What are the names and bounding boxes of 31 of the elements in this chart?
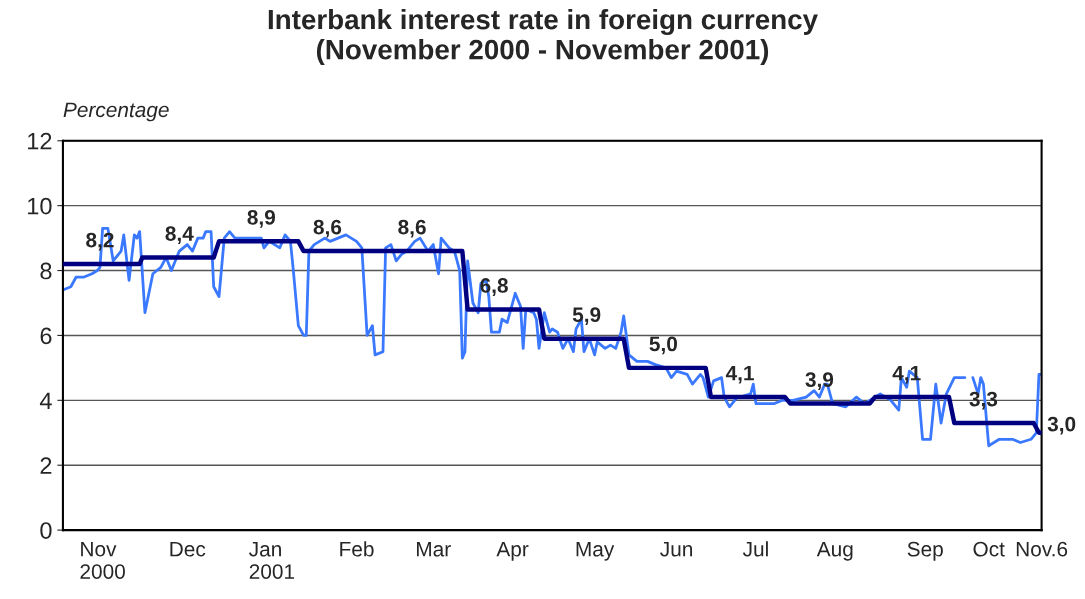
x-tick-label: Dec (170, 541, 206, 557)
x-tick-label: Feb (340, 541, 374, 557)
y-tick-label: 2 (40, 457, 52, 474)
annotation: 3,0 (1047, 416, 1076, 435)
annotation: 5,0 (649, 336, 677, 355)
annotation: 3,9 (805, 372, 834, 390)
annotation: 4,1 (725, 365, 754, 384)
x-tick-label: Apr (496, 541, 529, 561)
annotation: 5,9 (572, 307, 601, 326)
annotation: 8,6 (313, 219, 342, 238)
y-tick-label: 10 (28, 197, 52, 215)
y-tick-label: 6 (40, 327, 52, 345)
annotation: 8,4 (165, 226, 194, 244)
x-tick-label: Oct (973, 541, 1005, 557)
y-tick-label: 0 (40, 522, 52, 539)
y-tick-label: 8 (40, 262, 52, 280)
y-tick-label: 12 (28, 132, 52, 150)
x-tick-label: Jun (660, 541, 693, 557)
x-tick-label: Jul (742, 541, 768, 557)
x-tick-label: May (576, 541, 615, 561)
x-tick-label: Nov 2000 (80, 541, 125, 579)
chart-title: Interbank interest rate in foreign currency (November 2000 - November 2001) (268, 8, 818, 65)
annotation: 8,9 (247, 209, 276, 228)
x-tick-label: Sep (907, 541, 943, 561)
annotation: 8,6 (398, 219, 426, 238)
x-tick-label: Nov.6 (1016, 541, 1068, 557)
x-tick-label: Aug (816, 541, 853, 561)
x-tick-label: Mar (417, 541, 451, 557)
x-tick-label: Jan 2001 (249, 541, 295, 579)
y-axis-title: Percentage (63, 102, 169, 122)
y-tick-label: 4 (39, 392, 52, 409)
